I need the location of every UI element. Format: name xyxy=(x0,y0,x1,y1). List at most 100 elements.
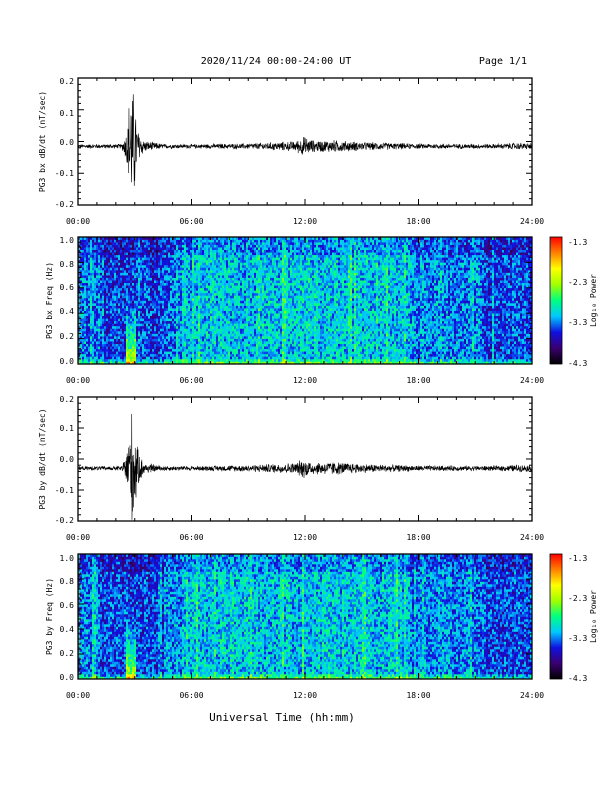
spectrogram-cell xyxy=(166,293,168,296)
spectrogram-cell xyxy=(160,346,162,349)
spectrogram-cell xyxy=(186,308,188,311)
spectrogram-cell xyxy=(222,326,224,329)
spectrogram-cell xyxy=(244,328,246,331)
spectrogram-cell xyxy=(226,354,228,357)
spectrogram-cell xyxy=(216,255,218,258)
spectrogram-cell xyxy=(112,344,114,347)
spectrogram-cell xyxy=(244,354,246,357)
spectrogram-cell xyxy=(194,295,196,298)
spectrogram-cell xyxy=(144,275,146,278)
spectrogram-cell xyxy=(180,334,182,337)
spectrogram-cell xyxy=(150,242,152,245)
spectrogram-cell xyxy=(166,270,168,273)
spectrogram-cell xyxy=(88,265,90,268)
spectrogram-cell xyxy=(244,273,246,276)
spectrogram-cell xyxy=(150,301,152,304)
spectrogram-cell xyxy=(162,311,164,314)
spectrogram-cell xyxy=(144,265,146,268)
spectrogram-cell xyxy=(240,270,242,273)
spectrogram-cell xyxy=(226,273,228,276)
spectrogram-cell xyxy=(240,285,242,288)
spectrogram-cell xyxy=(218,242,220,245)
spectrogram-cell xyxy=(232,242,234,245)
spectrogram-cell xyxy=(148,275,150,278)
spectrogram-cell xyxy=(254,316,256,319)
spectrogram-cell xyxy=(160,306,162,309)
spectrogram-cell xyxy=(92,247,94,250)
spectrogram-cell xyxy=(254,245,256,248)
spectrogram-cell xyxy=(210,242,212,245)
spectrogram-cell xyxy=(106,323,108,326)
spectrogram-cell xyxy=(188,339,190,342)
spectrogram-cell xyxy=(106,331,108,334)
spectrogram-cell xyxy=(136,318,138,321)
spectrogram-cell xyxy=(90,306,92,309)
spectrogram-cell xyxy=(256,346,258,349)
spectrogram-cell xyxy=(238,245,240,248)
spectrogram-cell xyxy=(108,252,110,255)
spectrogram-cell xyxy=(256,351,258,354)
spectrogram-cell xyxy=(136,308,138,311)
spectrogram-cell xyxy=(142,275,144,278)
spectrogram-cell xyxy=(212,270,214,273)
spectrogram-cell xyxy=(190,283,192,286)
spectrogram-cell xyxy=(198,331,200,334)
spectrogram-cell xyxy=(248,270,250,273)
spectrogram-cell xyxy=(146,341,148,344)
spectrogram-cell xyxy=(230,247,232,250)
spectrogram-cell xyxy=(158,267,160,270)
spectrogram-cell xyxy=(214,260,216,263)
spectrogram-cell xyxy=(134,336,136,339)
spectrogram-cell xyxy=(202,288,204,291)
spectrogram-cell xyxy=(268,275,270,278)
spectrogram-cell xyxy=(182,285,184,288)
spectrogram-cell xyxy=(262,255,264,258)
spectrogram-cell xyxy=(272,339,274,342)
spectrogram-cell xyxy=(200,341,202,344)
spectrogram-cell xyxy=(246,349,248,352)
spectrogram-cell xyxy=(198,339,200,342)
spectrogram-cell xyxy=(176,359,178,362)
spectrogram-cell xyxy=(222,293,224,296)
spectrogram-cell xyxy=(94,339,96,342)
spectrogram-cell xyxy=(102,349,104,352)
spectrogram-cell xyxy=(254,273,256,276)
spectrogram-cell xyxy=(196,270,198,273)
spectrogram-cell xyxy=(112,339,114,342)
spectrogram-cell xyxy=(258,252,260,255)
spectrogram-cell xyxy=(130,344,132,347)
spectrogram-cell xyxy=(118,323,120,326)
spectrogram-cell xyxy=(94,255,96,258)
spectrogram-cell xyxy=(106,278,108,281)
spectrogram-cell xyxy=(252,288,254,291)
spectrogram-cell xyxy=(230,306,232,309)
spectrogram-cell xyxy=(252,308,254,311)
spectrogram-cell xyxy=(90,334,92,337)
spectrogram-cell xyxy=(138,328,140,331)
spectrogram-cell xyxy=(208,336,210,339)
spectrogram-cell xyxy=(118,321,120,324)
spectrogram-cell xyxy=(180,346,182,349)
spectrogram-cell xyxy=(104,262,106,265)
spectrogram-cell xyxy=(272,344,274,347)
spectrogram-cell xyxy=(220,275,222,278)
spectrogram-cell xyxy=(156,321,158,324)
spectrogram-cell xyxy=(218,334,220,337)
spectrogram-cell xyxy=(140,257,142,260)
spectrogram-cell xyxy=(98,288,100,291)
spectrogram-cell xyxy=(192,349,194,352)
spectrogram-cell xyxy=(88,255,90,258)
spectrogram-cell xyxy=(142,303,144,306)
spectrogram-cell xyxy=(166,341,168,344)
spectrogram-cell xyxy=(112,270,114,273)
spectrogram-cell xyxy=(220,316,222,319)
spectrogram-cell xyxy=(94,351,96,354)
spectrogram-cell xyxy=(250,293,252,296)
spectrogram-cell xyxy=(258,242,260,245)
spectrogram-cell xyxy=(258,288,260,291)
spectrogram-cell xyxy=(214,255,216,258)
spectrogram-cell xyxy=(122,308,124,311)
spectrogram-cell xyxy=(204,252,206,255)
spectrogram-cell xyxy=(192,293,194,296)
spectrogram-cell xyxy=(244,295,246,298)
